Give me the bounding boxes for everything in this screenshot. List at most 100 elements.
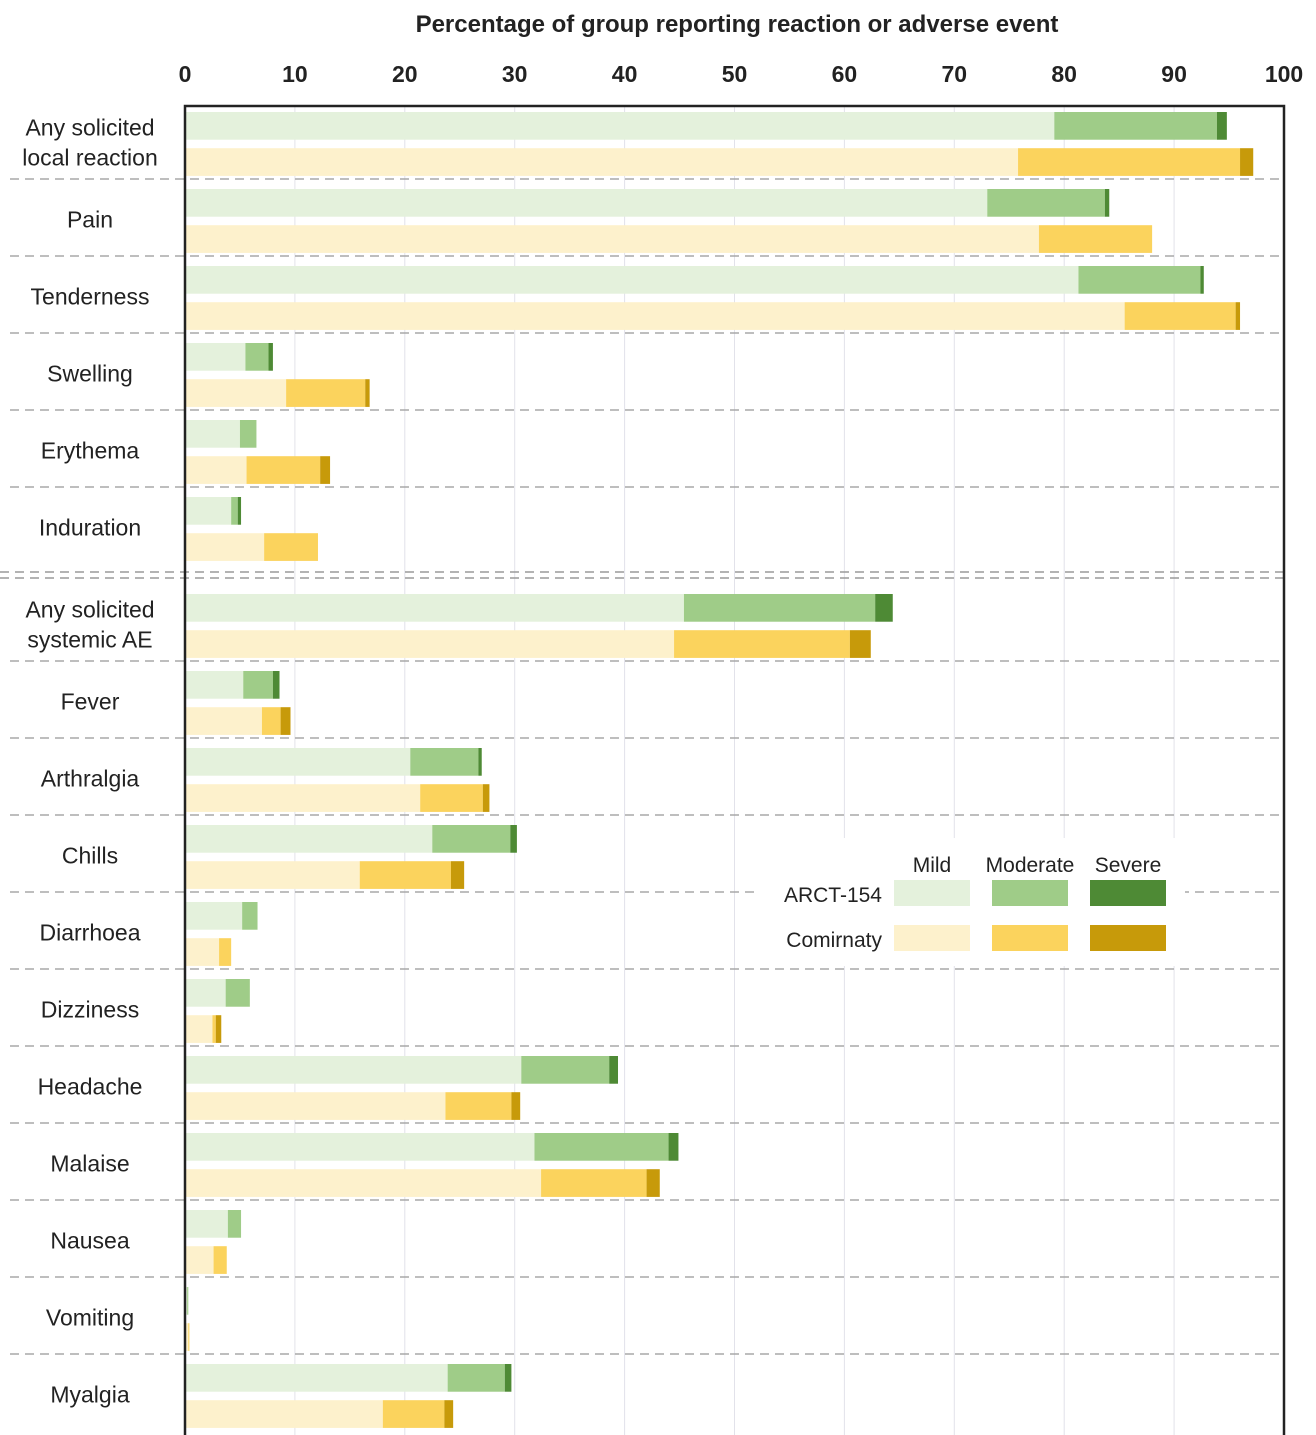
category-label: Any solicited [25,597,154,623]
category-label: Vomiting [46,1305,134,1331]
bar-arct-154-moderate-induration [231,497,238,525]
bar-comirnaty-mild-tenderness [185,302,1125,330]
bar-comirnaty-severe-tenderness [1235,302,1241,330]
x-tick-label: 20 [392,61,418,87]
x-tick-label: 60 [832,61,858,87]
bar-comirnaty-mild-dizziness [185,1015,213,1043]
bar-arct-154-moderate-fever [243,671,273,699]
bar-arct-154-moderate-chills [432,825,511,853]
bar-arct-154-moderate-pain [987,189,1105,217]
bar-comirnaty-mild-swelling [185,379,287,407]
bar-comirnaty-severe-dizziness [215,1015,222,1043]
bar-comirnaty-moderate-arthralgia [420,784,483,812]
legend-swatch-arct-154-moderate [992,880,1068,906]
bar-comirnaty-moderate-myalgia [382,1400,445,1428]
bar-comirnaty-severe-arthralgia [482,784,490,812]
bar-comirnaty-severe-any-solicited-local-reaction [1240,148,1254,176]
bar-comirnaty-moderate-induration [264,533,318,561]
legend-swatch-comirnaty-mild [894,925,970,951]
bar-arct-154-mild-diarrhoea [185,902,243,930]
x-tick-label: 90 [1161,61,1187,87]
bar-comirnaty-moderate-any-solicited-systemic-ae [674,630,850,658]
bar-arct-154-severe-swelling [268,343,273,371]
bar-comirnaty-mild-erythema [185,456,247,484]
bar-arct-154-severe-any-solicited-systemic-ae [875,594,893,622]
bar-arct-154-severe-pain [1104,189,1110,217]
bar-comirnaty-moderate-malaise [541,1169,647,1197]
bar-arct-154-moderate-swelling [245,343,269,371]
legend-column-header: Severe [1095,854,1162,877]
bars [185,112,1254,1428]
category-label: Any solicited [25,115,154,141]
plot-frame [183,104,1286,1435]
bar-comirnaty-mild-diarrhoea [185,938,220,966]
category-label: Swelling [47,361,133,387]
bar-arct-154-mild-chills [185,825,433,853]
bar-comirnaty-moderate-chills [359,861,451,889]
legend-row-label: Comirnaty [786,929,882,952]
bar-arct-154-severe-induration [237,497,242,525]
legend-column-header: Moderate [986,854,1075,877]
bar-comirnaty-severe-myalgia [444,1400,454,1428]
bar-comirnaty-mild-fever [185,707,262,735]
bar-comirnaty-moderate-vomiting [188,1323,190,1351]
bar-comirnaty-severe-fever [280,707,291,735]
bar-arct-154-severe-tenderness [1200,266,1204,294]
category-label: Chills [62,843,118,869]
bar-arct-154-moderate-vomiting [187,1287,189,1315]
bar-arct-154-mild-arthralgia [185,748,411,776]
x-tick-label: 0 [179,61,192,87]
x-tick-label: 80 [1051,61,1077,87]
bar-arct-154-mild-nausea [185,1210,228,1238]
bar-comirnaty-moderate-diarrhoea [219,938,232,966]
bar-arct-154-mild-pain [185,189,988,217]
bar-comirnaty-mild-induration [185,533,265,561]
bar-arct-154-moderate-dizziness [225,979,250,1007]
bar-arct-154-moderate-headache [521,1056,610,1084]
category-label: Induration [39,515,141,541]
bar-arct-154-severe-malaise [668,1133,679,1161]
bar-comirnaty-moderate-swelling [286,379,366,407]
bar-arct-154-mild-tenderness [185,266,1079,294]
bar-comirnaty-severe-headache [511,1092,521,1120]
bar-arct-154-mild-any-solicited-local-reaction [185,112,1055,140]
category-label: local reaction [22,145,158,171]
legend-column-header: Mild [913,854,952,877]
legend-swatch-comirnaty-moderate [992,925,1068,951]
bar-comirnaty-mild-myalgia [185,1400,383,1428]
bar-arct-154-mild-headache [185,1056,522,1084]
bar-arct-154-moderate-erythema [239,420,257,448]
bar-comirnaty-severe-erythema [320,456,331,484]
legend-swatch-arct-154-mild [894,880,970,906]
bar-arct-154-moderate-arthralgia [410,748,479,776]
x-tick-label: 100 [1265,61,1303,87]
category-label: Nausea [50,1228,129,1254]
bar-comirnaty-mild-nausea [185,1246,214,1274]
bar-comirnaty-mild-arthralgia [185,784,421,812]
row-separators [0,178,1284,1355]
bar-comirnaty-mild-vomiting [185,1323,189,1351]
category-label: Headache [38,1074,143,1100]
bar-arct-154-mild-erythema [185,420,240,448]
bar-arct-154-moderate-nausea [227,1210,242,1238]
legend: Mild Moderate Severe ARCT-154 Comirnaty [760,838,1185,966]
category-label: Fever [61,689,120,715]
bar-comirnaty-moderate-tenderness [1124,302,1236,330]
x-tick-label: 40 [612,61,638,87]
bar-arct-154-moderate-any-solicited-local-reaction [1054,112,1217,140]
bar-comirnaty-mild-headache [185,1092,446,1120]
bar-comirnaty-mild-pain [185,225,1039,253]
category-label: Arthralgia [41,766,140,792]
bar-arct-154-mild-myalgia [185,1364,448,1392]
bar-arct-154-mild-malaise [185,1133,535,1161]
category-label: Malaise [50,1151,129,1177]
bar-comirnaty-moderate-dizziness [212,1015,216,1043]
bar-arct-154-severe-fever [272,671,280,699]
category-labels: Any solicited local reaction Pain Tendernes… [22,115,158,1408]
legend-row-label: ARCT-154 [784,884,882,907]
bar-arct-154-mild-any-solicited-systemic-ae [185,594,684,622]
bar-comirnaty-moderate-headache [445,1092,512,1120]
bar-comirnaty-moderate-pain [1038,225,1153,253]
bar-arct-154-moderate-malaise [534,1133,669,1161]
